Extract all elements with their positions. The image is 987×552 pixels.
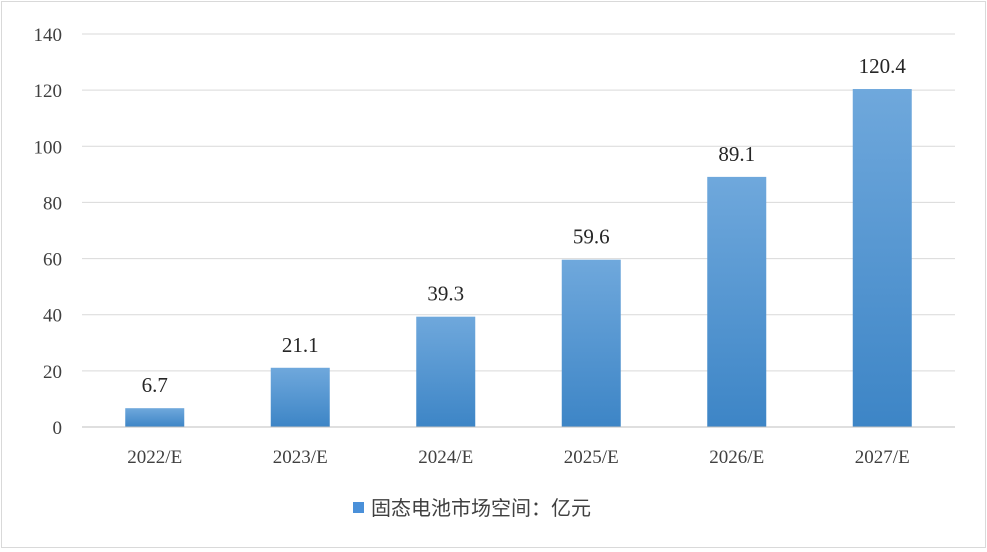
data-label: 21.1 [282,333,319,357]
gridlines [82,33,955,428]
legend-swatch [353,502,364,513]
y-tick-label: 20 [43,362,62,383]
bar [707,176,767,427]
y-tick-label: 0 [53,418,63,439]
y-axis: 0 20 40 60 80 100 120 140 [34,25,63,439]
bar [270,367,330,427]
bar [416,316,476,427]
legend-label: 固态电池市场空间：亿元 [371,496,591,520]
bar [125,408,185,427]
x-tick-label: 2022/E [127,447,182,468]
x-tick-label: 2023/E [273,447,328,468]
y-tick-label: 120 [34,81,63,102]
bar [852,89,912,428]
y-tick-label: 40 [43,306,62,327]
y-tick-label: 80 [43,193,62,214]
x-tick-label: 2026/E [709,447,764,468]
data-label: 6.7 [142,373,168,397]
bars [125,89,912,428]
x-tick-label: 2027/E [855,447,910,468]
data-label: 89.1 [718,142,755,166]
bar [561,259,621,427]
data-label: 120.4 [859,54,907,78]
legend: 固态电池市场空间：亿元 [353,496,591,520]
y-tick-label: 60 [43,250,62,271]
x-axis: 2022/E 2023/E 2024/E 2025/E 2026/E 2027/E [82,426,955,468]
data-label: 39.3 [427,282,464,306]
y-tick-label: 100 [34,137,63,158]
x-tick-label: 2025/E [564,447,619,468]
x-tick-label: 2024/E [418,447,473,468]
data-labels: 6.7 21.1 39.3 59.6 89.1 120.4 [142,54,907,397]
y-tick-label: 140 [34,25,63,46]
data-label: 59.6 [573,225,610,249]
